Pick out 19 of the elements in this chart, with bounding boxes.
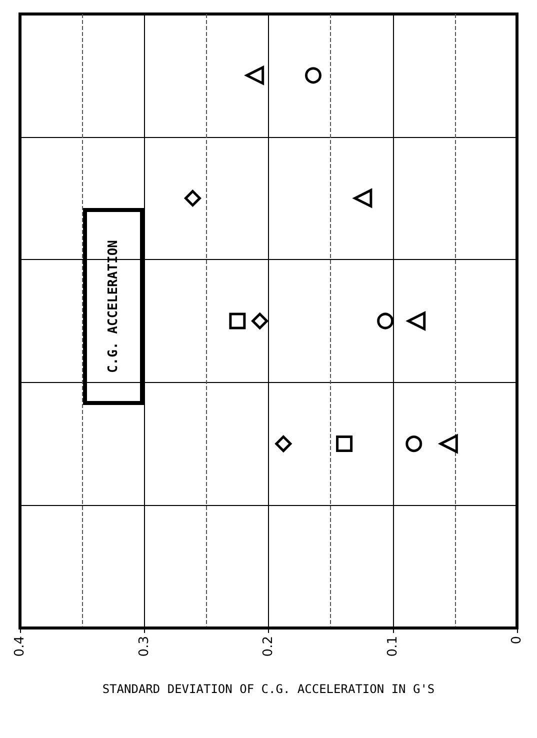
point: [407, 312, 426, 330]
annotation: C.G. ACCELERATION: [106, 240, 121, 374]
x-tick-label: 0: [510, 636, 524, 644]
x-tick-label: 0.3: [136, 636, 152, 657]
point: [246, 66, 264, 85]
point: [229, 312, 246, 330]
point: [252, 312, 268, 330]
point: [304, 67, 322, 84]
point: [377, 312, 394, 330]
point: [336, 436, 353, 452]
x-tick-label: 0.2: [261, 636, 276, 657]
x-tick-label: 0.4: [12, 636, 28, 657]
point: [439, 434, 458, 454]
point: [354, 188, 372, 208]
point: [275, 436, 292, 452]
x-tick-label: 0.1: [385, 636, 400, 657]
point: [406, 436, 422, 452]
x-axis-title: STANDARD DEVIATION OF C.G. ACCELERATION IN G'S: [102, 682, 435, 696]
point: [184, 190, 201, 206]
